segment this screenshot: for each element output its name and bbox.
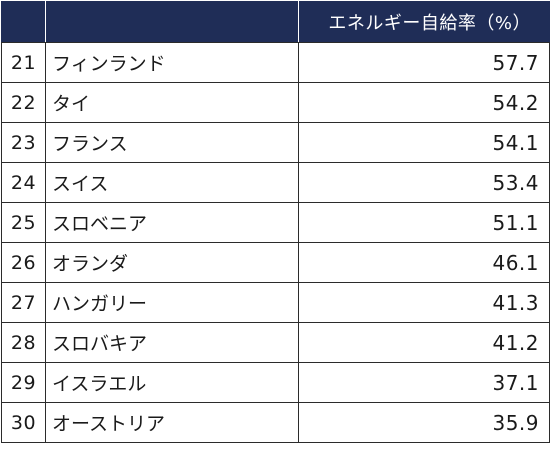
rank-cell: 28 [1,322,46,363]
value-cell: 37.1 [298,362,550,403]
value-cell: 51.1 [298,202,550,243]
rank-cell: 26 [1,242,46,283]
table-row: 30 オーストリア 35.9 [1,402,550,443]
value-cell: 41.3 [298,282,550,323]
table-row: 25 スロベニア 51.1 [1,202,550,243]
table-row: 26 オランダ 46.1 [1,242,550,283]
rank-cell: 22 [1,82,46,123]
value-cell: 53.4 [298,162,550,203]
country-cell: タイ [45,82,299,123]
table-row: 29 イスラエル 37.1 [1,362,550,403]
rank-cell: 29 [1,362,46,403]
table-row: 21 フィンランド 57.7 [1,42,550,83]
rank-cell: 25 [1,202,46,243]
value-cell: 35.9 [298,402,550,443]
country-cell: ハンガリー [45,282,299,323]
rank-cell: 30 [1,402,46,443]
header-value-cell: エネルギー自給率（%） [298,1,550,43]
country-cell: スロベニア [45,202,299,243]
country-cell: フィンランド [45,42,299,83]
energy-self-sufficiency-table: エネルギー自給率（%） 21 フィンランド 57.7 22 タイ 54.2 23… [1,1,550,443]
table-row: 22 タイ 54.2 [1,82,550,123]
table-body: 21 フィンランド 57.7 22 タイ 54.2 23 フランス 54.1 2… [1,42,550,443]
value-cell: 57.7 [298,42,550,83]
value-cell: 46.1 [298,242,550,283]
table-row: 28 スロバキア 41.2 [1,322,550,363]
rank-cell: 27 [1,282,46,323]
rank-cell: 21 [1,42,46,83]
table-row: 23 フランス 54.1 [1,122,550,163]
rank-cell: 23 [1,122,46,163]
country-cell: イスラエル [45,362,299,403]
country-cell: オーストリア [45,402,299,443]
header-country-cell [45,1,299,43]
table-header: エネルギー自給率（%） [1,1,550,43]
table-row: 27 ハンガリー 41.3 [1,282,550,323]
value-cell: 41.2 [298,322,550,363]
country-cell: オランダ [45,242,299,283]
header-rank-cell [1,1,46,43]
rank-cell: 24 [1,162,46,203]
table-row: 24 スイス 53.4 [1,162,550,203]
country-cell: スロバキア [45,322,299,363]
value-cell: 54.1 [298,122,550,163]
header-row: エネルギー自給率（%） [1,1,550,43]
value-cell: 54.2 [298,82,550,123]
country-cell: フランス [45,122,299,163]
country-cell: スイス [45,162,299,203]
